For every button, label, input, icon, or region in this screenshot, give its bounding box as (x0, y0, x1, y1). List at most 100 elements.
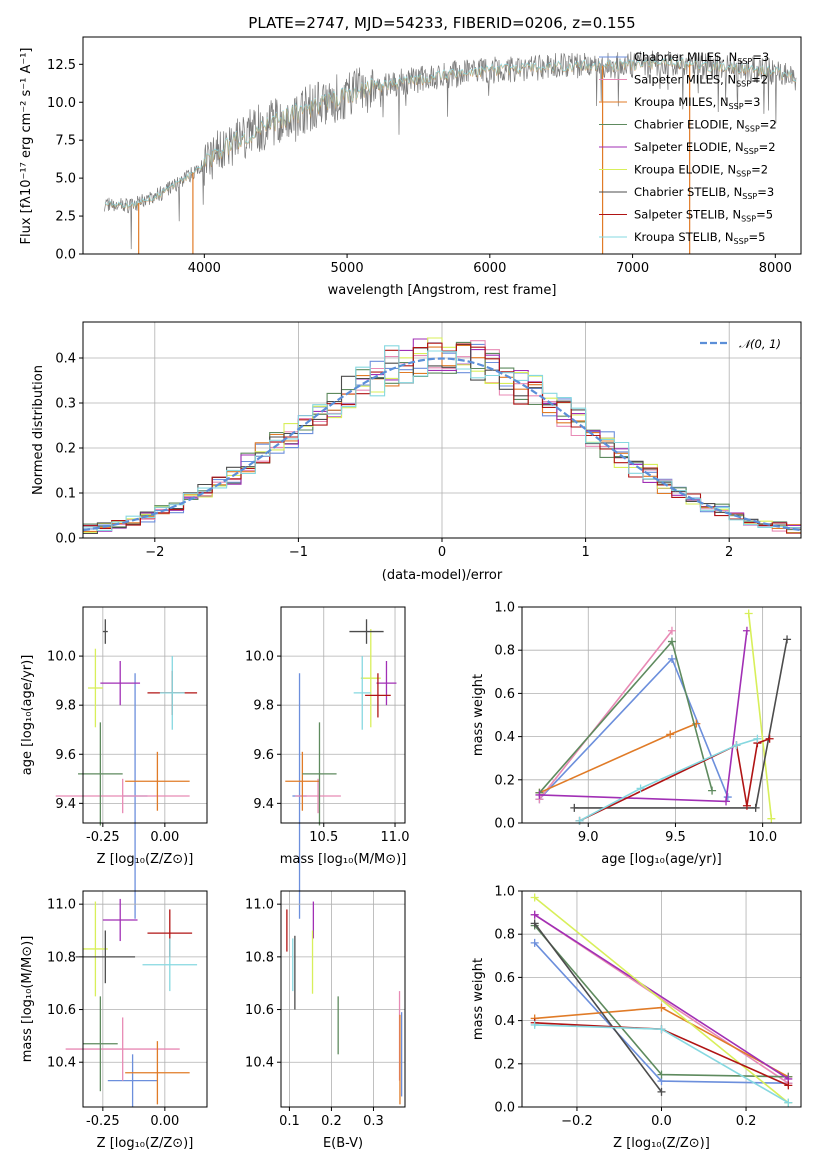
x-tick-label: 0.2 (321, 1114, 342, 1129)
legend-count: =5 (756, 208, 773, 222)
data-point-marker (570, 803, 579, 812)
series-line (534, 896, 789, 1104)
x-tick-label: 11.0 (381, 830, 410, 845)
data-point-marker (744, 609, 753, 618)
weight-vs-Z-panel: −0.2 0.0 0.2 0.0 0.2 0.4 0.6 0.8 1.0 Z [log₁₀(Z/Z… (471, 885, 802, 1151)
histogram-step-line (83, 345, 801, 531)
x-tick-label: 4000 (188, 261, 221, 276)
mass-vs-Z-frame (82, 890, 208, 1108)
y-tick-label: 0.6 (494, 971, 515, 986)
y-tick-label: 0.2 (494, 773, 515, 788)
series-line (747, 613, 773, 819)
data-point-marker (783, 635, 792, 644)
y-tick-label: 0.0 (494, 817, 515, 832)
y-tick-label: 0.6 (494, 687, 515, 702)
y-tick-label: 10.6 (245, 1003, 274, 1018)
series-line (538, 630, 673, 800)
x-tick-label: −0.2 (561, 1114, 593, 1129)
legend-text: Salpeter STELIB, N (634, 208, 741, 222)
legend-subscript: SSP (742, 192, 757, 201)
data-point-marker (667, 626, 676, 635)
data-point-marker (657, 1087, 666, 1096)
data-point-marker (535, 790, 544, 799)
x-axis-label: Z [log₁₀(Z/Z⊙)] (97, 852, 194, 867)
y-axis-label: mass weight (471, 674, 486, 756)
legend-subscript: SSP (729, 102, 744, 111)
legend-count: =2 (760, 118, 777, 132)
residual-frame (82, 321, 802, 539)
spectrum-panel: PLATE=2747, MJD=54233, FIBERID=0206, z=0… (19, 14, 802, 298)
legend-label: Kroupa STELIB, NSSP=5 (634, 230, 765, 246)
y-tick-label: 0.0 (494, 1101, 515, 1116)
y-tick-label: 0.2 (494, 1057, 515, 1072)
y-tick-label: 7.5 (55, 134, 76, 149)
residual-histogram-panel: −2 −1 0 1 2 0.0 0.1 0.2 0.3 0.4 𝒩(0, 1) (data-model… (31, 321, 802, 583)
y-tick-label: 9.8 (55, 699, 76, 714)
legend-count: =3 (744, 95, 761, 109)
legend-text: Chabrier ELODIE, N (634, 118, 745, 132)
mass-vs-ebv-frame (280, 890, 406, 1108)
x-tick-label: 0.00 (150, 830, 179, 845)
data-point-marker (530, 1020, 539, 1029)
legend-text: Kroupa ELODIE, N (634, 163, 736, 177)
legend-text: Chabrier MILES, N (634, 50, 737, 64)
y-tick-label: 11.0 (47, 898, 76, 913)
legend-count: =3 (752, 50, 769, 64)
legend-label: Chabrier STELIB, NSSP=3 (634, 185, 774, 201)
y-tick-label: 10.8 (245, 950, 274, 965)
legend-subscript: SSP (734, 237, 749, 246)
y-tick-label: 10.0 (47, 96, 76, 111)
series-line (579, 738, 758, 822)
legend-label: Kroupa ELODIE, NSSP=2 (634, 163, 768, 179)
legend-count: =5 (749, 230, 766, 244)
legend-text: Kroupa STELIB, N (634, 230, 734, 244)
y-tick-label: 10.4 (47, 1056, 76, 1071)
y-tick-label: 0.0 (55, 532, 76, 547)
legend-subscript: SSP (744, 147, 759, 156)
y-tick-label: 0.4 (494, 1014, 515, 1029)
legend-text: Chabrier STELIB, N (634, 185, 742, 199)
data-point-marker (657, 1003, 666, 1012)
chart-title: PLATE=2747, MJD=54233, FIBERID=0206, z=0… (248, 14, 635, 32)
y-axis-label: Normed distribution (31, 365, 46, 495)
y-tick-label: 0.8 (494, 644, 515, 659)
x-tick-label: -0.25 (86, 830, 120, 845)
data-point-marker (742, 801, 751, 810)
weight-vs-Z-frame (521, 890, 802, 1108)
legend-subscript: SSP (736, 170, 751, 179)
weight-vs-age-panel: 9.0 9.5 10.0 0.0 0.2 0.4 0.6 0.8 1.0 age [log₁₀(a… (471, 601, 802, 867)
x-tick-label: 0 (438, 545, 446, 560)
x-axis-label: mass [log₁₀(M/M⊙)] (280, 852, 407, 867)
data-point-marker (708, 786, 717, 795)
data-point-marker (767, 814, 776, 823)
y-tick-label: 9.4 (253, 797, 274, 812)
legend-count: =3 (757, 185, 774, 199)
legend-label: Kroupa MILES, NSSP=3 (634, 95, 760, 111)
legend-text: Kroupa MILES, N (634, 95, 729, 109)
age-vs-Z-frame (82, 606, 208, 824)
legend-subscript: SSP (737, 57, 752, 66)
x-tick-label: 0.1 (279, 1114, 300, 1129)
x-axis-label: Z [log₁₀(Z/Z⊙)] (97, 1136, 194, 1151)
observed-spectrum-line (104, 50, 797, 250)
x-tick-label: -0.25 (86, 1114, 120, 1129)
data-point-marker (530, 919, 539, 928)
y-axis-label: Flux [fλ10⁻¹⁷ erg cm⁻² s⁻¹ A⁻¹] (19, 48, 34, 245)
y-tick-label: 10.8 (47, 950, 76, 965)
x-tick-label: 0.0 (651, 1114, 672, 1129)
y-tick-label: 1.0 (494, 885, 515, 900)
y-tick-label: 5.0 (55, 172, 76, 187)
mass-vs-ebv-panel: 0.1 0.2 0.3 10.4 10.6 10.8 11.0 E(B-V) (245, 890, 406, 1151)
y-tick-label: 9.4 (55, 797, 76, 812)
y-tick-label: 0.8 (494, 928, 515, 943)
x-axis-label: E(B-V) (323, 1136, 363, 1151)
legend-label: Chabrier MILES, NSSP=3 (634, 50, 769, 66)
model-spectrum-line (104, 58, 797, 210)
y-tick-label: 12.5 (47, 58, 76, 73)
data-point-marker (575, 816, 584, 825)
x-axis-label: wavelength [Angstrom, rest frame] (328, 283, 557, 298)
y-tick-label: 0.3 (55, 397, 76, 412)
data-point-marker (732, 741, 741, 750)
data-point-marker (636, 784, 645, 793)
legend-label: Salpeter STELIB, NSSP=5 (634, 208, 773, 224)
